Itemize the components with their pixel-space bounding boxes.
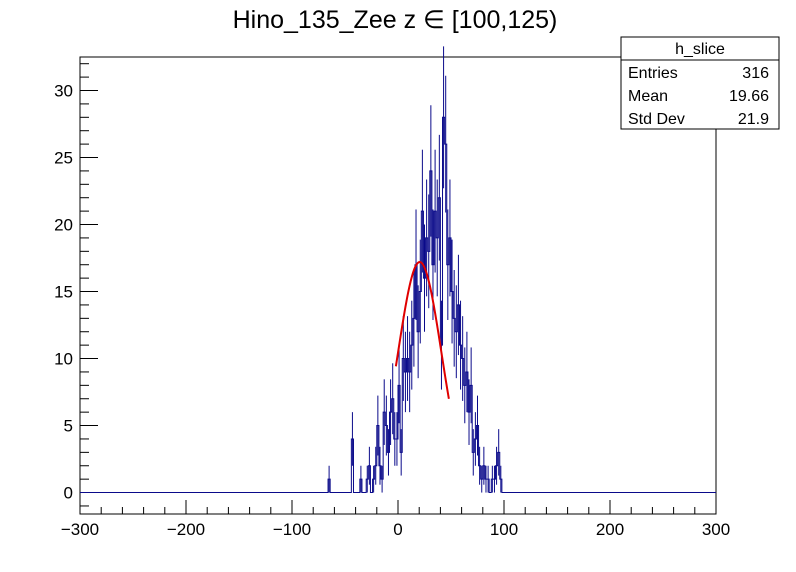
- stats-entries-value: 316: [742, 65, 769, 82]
- y-tick-label: 10: [54, 350, 73, 369]
- x-tick-label: −200: [167, 520, 205, 539]
- stats-stddev-label: Std Dev: [628, 111, 685, 128]
- stats-box: h_slice Entries 316 Mean 19.66 Std Dev 2…: [620, 36, 780, 130]
- stats-box-frame: [620, 36, 780, 130]
- y-tick-label: 5: [64, 417, 73, 436]
- histogram-series: [80, 46, 716, 494]
- y-tick-label: 15: [54, 283, 73, 302]
- stats-mean-value: 19.66: [729, 88, 769, 105]
- y-tick-label: 20: [54, 216, 73, 235]
- x-tick-label: 300: [702, 520, 730, 539]
- y-tick-label: 30: [54, 82, 73, 101]
- fit-curve: [394, 261, 450, 399]
- gaussian-fit-line: [394, 261, 450, 399]
- y-tick-label: 0: [64, 484, 73, 503]
- chart-title: Hino_135_Zee z ∈ [100,125): [233, 6, 558, 34]
- plot-area: −300 −200 −100 0 100 200 300 0 5 10 15 20 25 30: [54, 46, 730, 539]
- x-tick-label: −300: [61, 520, 99, 539]
- y-axis: 0 5 10 15 20 25 30: [54, 63, 98, 507]
- x-tick-label: 200: [596, 520, 624, 539]
- x-tick-label: 100: [490, 520, 518, 539]
- x-axis: −300 −200 −100 0 100 200 300: [61, 500, 730, 539]
- x-tick-label: 0: [393, 520, 402, 539]
- stats-entries-label: Entries: [628, 65, 678, 82]
- stats-box-name: h_slice: [675, 41, 725, 58]
- stats-stddev-value: 21.9: [738, 111, 769, 128]
- stats-mean-label: Mean: [628, 88, 668, 105]
- x-tick-label: −100: [273, 520, 311, 539]
- y-tick-label: 25: [54, 149, 73, 168]
- histogram-outline: [80, 116, 716, 494]
